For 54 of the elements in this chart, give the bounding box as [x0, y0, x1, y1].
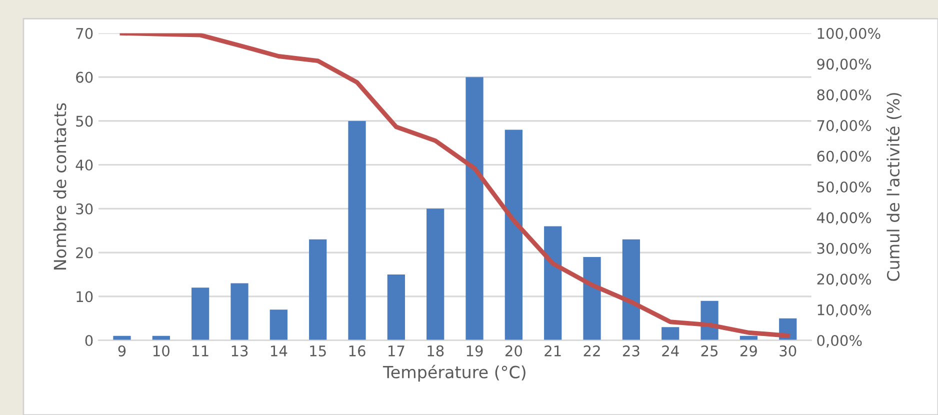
bar [309, 239, 327, 340]
line-series [120, 33, 790, 338]
y2-tick-label: 100,00% [818, 28, 880, 40]
x-tick-label: 13 [232, 345, 248, 356]
x-tick-label: 22 [584, 345, 600, 356]
x-tick-label: 21 [544, 345, 561, 356]
y-tick-label: 20 [76, 247, 93, 258]
x-tick-label: 18 [428, 345, 444, 356]
bar [387, 274, 405, 340]
y-axis-title: Nombre de contacts [53, 103, 66, 270]
y2-tick-label: 20,00% [817, 274, 872, 286]
x-tick-label: 16 [349, 345, 366, 356]
y2-tick-label: 70,00% [817, 120, 872, 133]
x-tick-label: 20 [505, 345, 522, 356]
bar [348, 120, 366, 340]
x-tick-label: 30 [780, 345, 796, 356]
bar [466, 77, 484, 340]
y2-tick-label: 60,00% [817, 150, 872, 164]
bar [583, 256, 601, 340]
bar [270, 310, 288, 340]
x-tick-label: 23 [622, 345, 640, 356]
y-tick-label: 10 [76, 291, 93, 302]
bar [622, 239, 640, 340]
y2-tick-label: 40,00% [816, 212, 872, 225]
x-tick-label: 24 [662, 345, 679, 356]
y-tick-label: 60 [76, 72, 93, 83]
bar [662, 327, 680, 340]
bar [192, 288, 210, 340]
x-tick-label: 25 [701, 345, 718, 356]
bar [544, 226, 562, 340]
y-tick-label: 0 [85, 335, 93, 346]
bar [426, 208, 444, 340]
x-tick-label: 19 [466, 345, 483, 356]
y2-tick-label: 10,00% [818, 304, 872, 317]
x-tick-label: 9 [118, 345, 126, 356]
bar [230, 283, 248, 340]
y2-tick-label: 0,00% [817, 335, 862, 348]
x-tick-label: 11 [192, 346, 208, 356]
x-axis-title: Température (°C) [382, 364, 526, 382]
y-tick-label: 40 [76, 160, 93, 171]
y2-tick-label: 90,00% [817, 58, 872, 72]
x-tick-label: 29 [740, 345, 757, 356]
y2-tick-label: 30,00% [817, 242, 872, 256]
y2-tick-label: 80,00% [817, 89, 872, 102]
y2-axis-title: Cumul de l'activité (%) [886, 93, 902, 281]
x-tick-label: 17 [388, 346, 404, 356]
y-tick-label: 30 [76, 203, 93, 214]
x-tick-label: 14 [270, 346, 288, 356]
y2-tick-label: 50,00% [817, 181, 872, 194]
x-tick-label: 15 [310, 346, 326, 356]
bar [504, 130, 522, 340]
y-tick-label: 70 [76, 28, 93, 39]
x-tick-label: 10 [153, 345, 170, 356]
y-tick-label: 50 [76, 116, 93, 127]
